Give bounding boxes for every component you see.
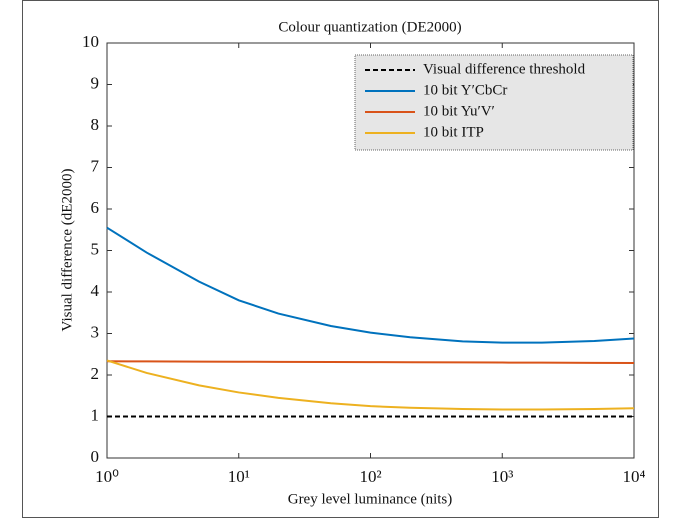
y-tick-label: 4 bbox=[91, 281, 100, 300]
series-line bbox=[106, 360, 635, 364]
y-tick-label: 6 bbox=[91, 198, 100, 217]
y-tick-label: 7 bbox=[91, 156, 100, 175]
y-tick-label: 9 bbox=[91, 73, 100, 92]
y-axis-label: Visual difference (dE2000) bbox=[59, 169, 75, 332]
x-tick-label: 10⁴ bbox=[623, 467, 646, 486]
x-tick-label: 10¹ bbox=[228, 467, 250, 486]
y-tick-label: 5 bbox=[91, 239, 100, 258]
y-tick-label: 1 bbox=[91, 405, 100, 424]
legend-label: 10 bit Yu′V′ bbox=[423, 103, 495, 119]
x-axis-label: Grey level luminance (nits) bbox=[288, 491, 453, 507]
legend-label: 10 bit ITP bbox=[423, 124, 484, 140]
x-tick-label: 10⁰ bbox=[95, 467, 119, 486]
x-tick-label: 10² bbox=[359, 467, 381, 486]
y-tick-label: 10 bbox=[82, 32, 99, 51]
series-line bbox=[106, 226, 635, 344]
legend-label: Visual difference threshold bbox=[423, 61, 586, 77]
y-tick-label: 2 bbox=[91, 364, 100, 383]
y-tick-label: 8 bbox=[91, 115, 100, 134]
legend-label: 10 bit Y′CbCr bbox=[423, 82, 507, 98]
x-tick-label: 10³ bbox=[491, 467, 513, 486]
y-tick-label: 0 bbox=[91, 447, 100, 466]
y-tick-label: 3 bbox=[91, 322, 100, 341]
chart-title: Colour quantization (DE2000) bbox=[278, 19, 461, 35]
series-line bbox=[106, 359, 635, 411]
